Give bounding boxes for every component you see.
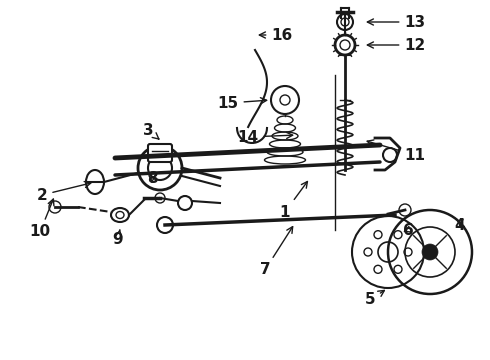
Text: 16: 16 (259, 27, 293, 42)
Circle shape (422, 244, 438, 260)
Text: 15: 15 (218, 95, 267, 111)
Text: 7: 7 (260, 227, 293, 278)
Text: 6: 6 (403, 222, 414, 238)
Text: 11: 11 (367, 140, 425, 162)
Text: 3: 3 (143, 122, 159, 139)
Text: 8: 8 (147, 171, 157, 185)
FancyBboxPatch shape (148, 144, 172, 162)
Text: 1: 1 (280, 181, 307, 220)
Text: 10: 10 (29, 199, 54, 239)
Text: 5: 5 (365, 291, 384, 307)
Text: 4: 4 (455, 217, 466, 233)
Text: 2: 2 (37, 181, 91, 202)
Text: 14: 14 (238, 130, 293, 144)
Text: 9: 9 (113, 230, 123, 248)
Text: 12: 12 (368, 37, 426, 53)
Text: 13: 13 (368, 14, 425, 30)
